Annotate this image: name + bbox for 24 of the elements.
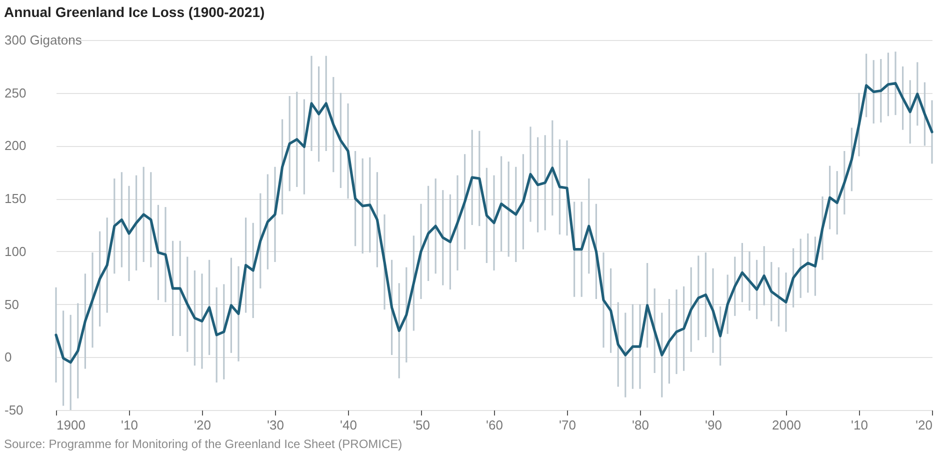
y-tick-label: 200 <box>4 138 26 154</box>
x-tick-label: '10 <box>121 418 138 432</box>
y-tick-label: 250 <box>4 85 26 100</box>
x-tick-label: '10 <box>851 418 868 432</box>
x-tick-label: 1900 <box>56 418 86 432</box>
x-tick-label: '80 <box>632 418 649 432</box>
y-tick-label: -50 <box>4 402 24 418</box>
x-tick-label: '30 <box>267 418 284 432</box>
y-tick-label: 50 <box>4 296 19 312</box>
chart-title: Annual Greenland Ice Loss (1900-2021) <box>4 4 265 20</box>
y-tick-label: 150 <box>4 191 26 206</box>
x-tick-label: '90 <box>705 418 722 432</box>
x-tick-label: 2000 <box>772 418 801 432</box>
x-tick-label: '60 <box>486 418 503 432</box>
y-tick-label: 300 Gigatons <box>4 32 82 48</box>
y-tick-label: 0 <box>4 350 12 365</box>
source-note: Source: Programme for Monitoring of the Greenland Ice Sheet (PROMICE) <box>3 436 404 453</box>
line-series <box>54 82 934 364</box>
x-tick-label: '40 <box>340 418 357 432</box>
x-tick-label: '20 <box>916 418 932 432</box>
x-tick-label: '70 <box>559 418 576 432</box>
y-tick-label: 100 <box>4 244 26 259</box>
x-tick-label: '50 <box>413 418 430 432</box>
x-tick-label: '20 <box>194 418 211 432</box>
